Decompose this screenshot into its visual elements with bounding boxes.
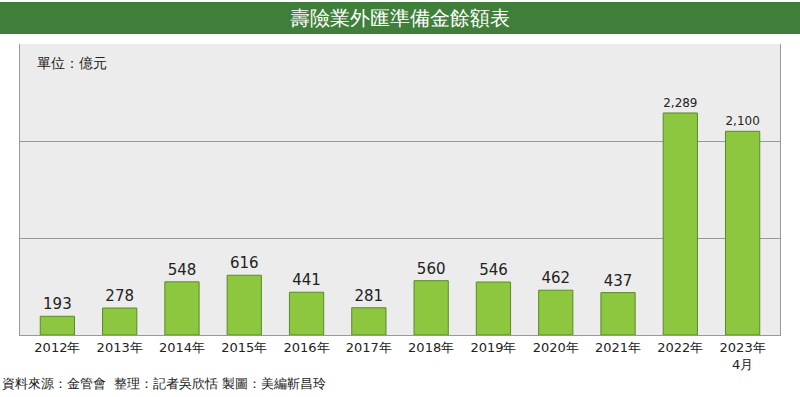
svg-text:2,100: 2,100 <box>726 114 760 128</box>
svg-text:2016年: 2016年 <box>284 340 330 355</box>
svg-text:281: 281 <box>355 287 384 305</box>
svg-text:2021年: 2021年 <box>595 340 641 355</box>
svg-text:616: 616 <box>230 254 259 272</box>
svg-text:2015年: 2015年 <box>221 340 267 355</box>
svg-text:資料來源：金管會 整理：記者吳欣恬 製圖：美編靳昌玲: 資料來源：金管會 整理：記者吳欣恬 製圖：美編靳昌玲 <box>2 376 326 391</box>
svg-text:2,289: 2,289 <box>663 96 697 110</box>
svg-text:2022年: 2022年 <box>657 340 703 355</box>
svg-text:2012年: 2012年 <box>34 340 80 355</box>
svg-text:2014年: 2014年 <box>159 340 205 355</box>
svg-text:單位：億元: 單位：億元 <box>37 55 107 71</box>
svg-text:462: 462 <box>541 269 570 287</box>
svg-text:2020年: 2020年 <box>533 340 579 355</box>
svg-text:548: 548 <box>168 261 197 279</box>
svg-text:2013年: 2013年 <box>97 340 143 355</box>
svg-text:193: 193 <box>43 295 72 313</box>
svg-text:278: 278 <box>105 287 134 305</box>
svg-text:壽險業外匯準備金餘額表: 壽險業外匯準備金餘額表 <box>290 6 510 30</box>
svg-text:2019年: 2019年 <box>470 340 516 355</box>
svg-text:437: 437 <box>604 272 633 290</box>
svg-text:546: 546 <box>479 261 508 279</box>
svg-text:2018年: 2018年 <box>408 340 454 355</box>
svg-text:441: 441 <box>292 271 321 289</box>
svg-text:2023年4月: 2023年4月 <box>720 340 766 372</box>
svg-text:2017年: 2017年 <box>346 340 392 355</box>
svg-text:560: 560 <box>417 260 446 278</box>
